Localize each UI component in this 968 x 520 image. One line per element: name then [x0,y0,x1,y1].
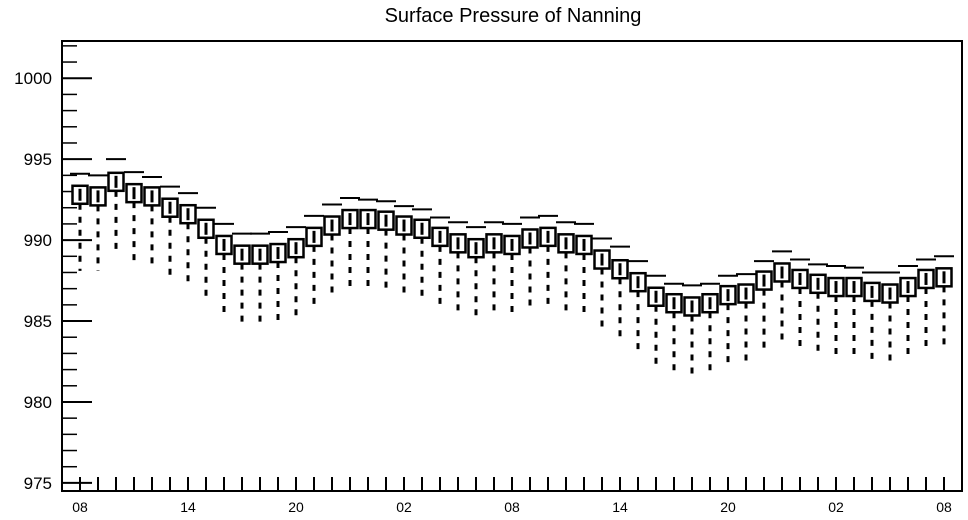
x-tick-label: 02 [396,499,412,515]
x-tick-label: 02 [828,499,844,515]
y-tick-label: 980 [24,393,52,412]
x-tick-label: 14 [612,499,628,515]
x-tick-label: 08 [504,499,520,515]
chart-title: Surface Pressure of Nanning [385,5,642,27]
y-tick-label: 985 [24,312,52,331]
x-tick-label: 20 [720,499,736,515]
y-tick-label: 975 [24,474,52,493]
y-tick-label: 990 [24,231,52,250]
y-tick-label: 995 [24,150,52,169]
x-tick-label: 08 [936,499,952,515]
x-tick-label: 08 [72,499,88,515]
y-tick-label: 1000 [14,69,52,88]
x-axis: 08 14 20 02 08 14 20 02 08 [72,477,952,515]
x-tick-label: 14 [180,499,196,515]
y-axis: 975 980 985 990 995 1000 [14,45,92,493]
box-series [70,158,954,377]
x-tick-label: 20 [288,499,304,515]
